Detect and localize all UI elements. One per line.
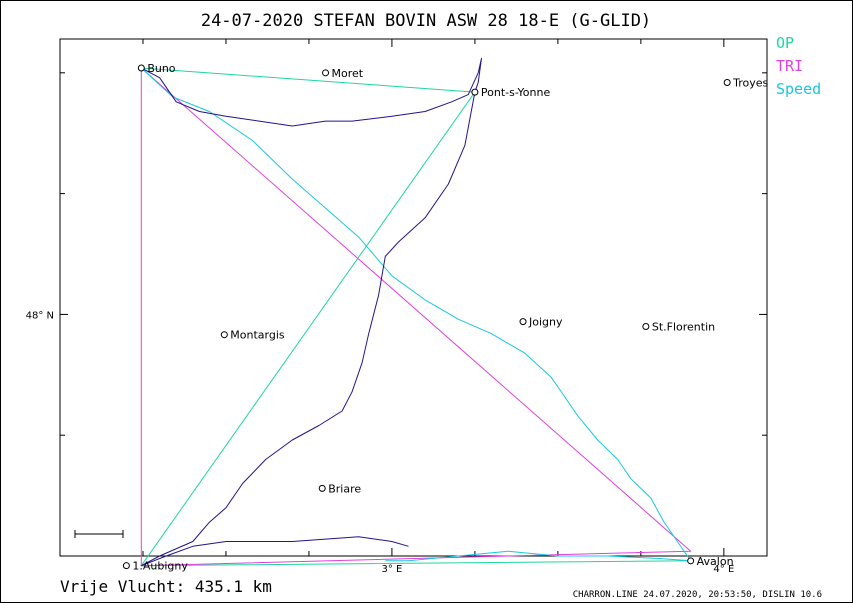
place-label: Montargis	[230, 329, 285, 342]
place-marker: Joigny	[519, 316, 563, 329]
place-label: Troyes	[732, 76, 768, 89]
legend: OP TRI Speed	[776, 34, 821, 98]
place-marker: Troyes	[723, 76, 769, 89]
place-marker: Pont-s-Yonne	[471, 86, 551, 99]
place-label: Moret	[332, 67, 364, 80]
axes: 3° E 4° E 48° N	[26, 39, 767, 575]
series-layer	[140, 57, 692, 567]
plot-area	[59, 38, 768, 557]
series-tri-line	[140, 67, 692, 567]
place-label: Buno	[147, 62, 175, 75]
y-tick-label: 48° N	[26, 310, 54, 321]
place-label: Avalon	[697, 555, 734, 568]
place-marker: Moret	[322, 67, 364, 80]
distance-label: Vrije Vlucht: 435.1 km	[60, 577, 272, 596]
place-dot	[137, 64, 145, 72]
place-marker: Avalon	[687, 555, 734, 568]
place-label: St.Florentin	[652, 320, 715, 333]
place-dot	[220, 331, 228, 339]
scale-bar	[74, 530, 124, 538]
place-label: Joigny	[528, 316, 563, 329]
x-tick-label: 4° E	[713, 564, 734, 575]
place-dot	[519, 318, 527, 326]
place-label: Briare	[328, 482, 361, 495]
places-layer: Buno Moret Pont-s-Yonne Troyes Joigny St.Flor…	[122, 62, 769, 573]
series-track-line	[140, 57, 482, 567]
place-marker: Buno	[137, 62, 176, 75]
place-dot	[687, 557, 695, 565]
place-marker: St.Florentin	[642, 320, 715, 333]
place-marker: 1.Aubigny	[122, 560, 188, 573]
legend-item-tri: TRI	[776, 57, 803, 75]
place-dot	[318, 484, 326, 492]
place-dot	[642, 322, 650, 330]
series-speed-line	[140, 67, 692, 562]
legend-item-speed: Speed	[776, 80, 821, 98]
place-marker: Briare	[318, 482, 361, 495]
place-dot	[322, 69, 330, 77]
series-op-line	[140, 67, 691, 567]
x-tick-label: 3° E	[381, 564, 402, 575]
place-dot	[723, 78, 731, 86]
place-label: Pont-s-Yonne	[481, 86, 551, 99]
place-dot	[122, 562, 130, 570]
chart-title: 24-07-2020 STEFAN BOVIN ASW 28 18-E (G-G…	[201, 11, 651, 31]
legend-item-op: OP	[776, 34, 794, 52]
render-stamp: CHARRON.LINE 24.07.2020, 20:53:50, DISLI…	[573, 590, 822, 600]
place-marker: Montargis	[220, 329, 285, 342]
place-label: 1.Aubigny	[132, 560, 188, 573]
place-dot	[471, 88, 479, 96]
